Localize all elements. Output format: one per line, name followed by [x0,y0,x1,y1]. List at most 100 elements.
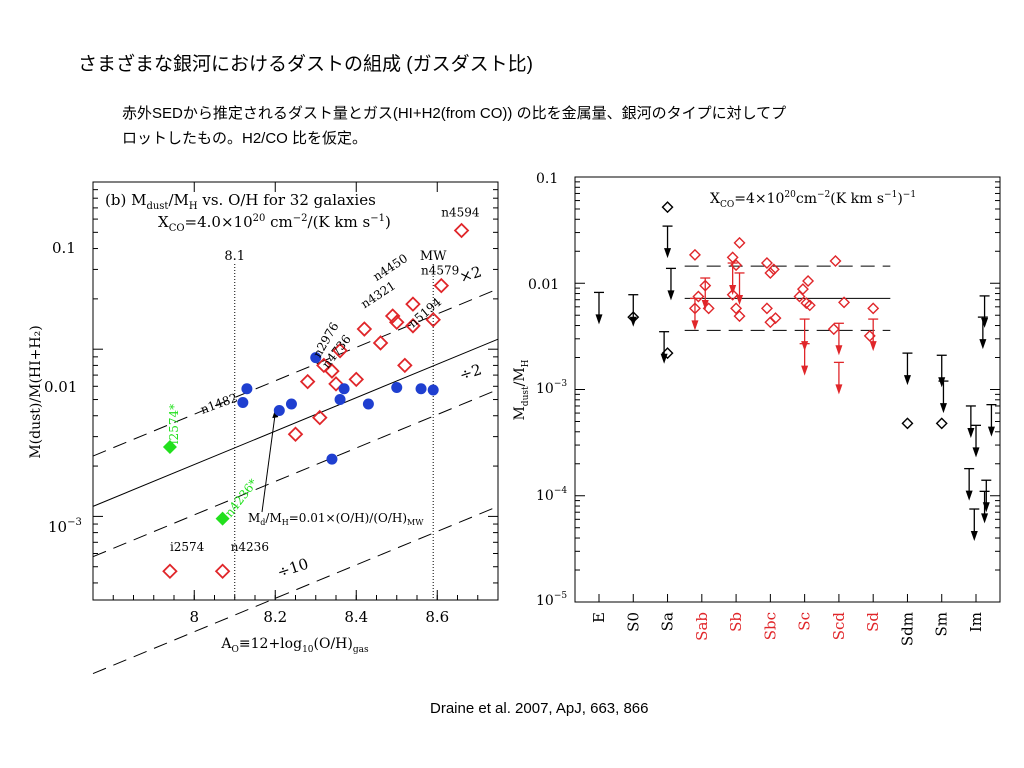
category-label: Im [967,612,985,632]
data-point-red-diamond [287,426,304,443]
upper-limit-arrowhead [903,375,911,386]
data-point-diamond [863,329,876,342]
data-point-diamond [803,299,816,312]
data-point-diamond [688,248,701,261]
data-point-red-diamond [316,357,332,374]
upper-limit-arrowhead [667,290,675,301]
data-point-diamond [838,296,851,309]
data-point-red-diamond [348,371,365,388]
data-point-blue-circle [273,404,285,416]
chart-subtitle: XCO=4.0×1020 cm−2/(K km s−1) [158,213,391,234]
data-point-diamond [702,302,715,315]
data-point-red-diamond [388,314,405,330]
upper-limit-arrowhead [701,300,709,311]
galaxy-label: n1482 [199,391,240,417]
data-point-diamond [802,275,815,287]
dust-to-gas-by-galaxy-type-chart: E S0 Sa Sab Sb Sbc Sc Scd Sd Sdm Sm Im XCO=4×1020cm… [512,171,1001,646]
y-tick-label-1e-3: 10−3 [48,517,82,536]
model-line-annotation: Md/MH=0.01×(O/H)/(O/H)MW [248,511,424,527]
data-point-diamond [730,259,743,272]
data-point-red-diamond [356,321,373,337]
data-point-diamond [661,347,674,360]
y-tick-label-0.01: 0.01 [528,277,559,293]
data-point-diamond [760,257,773,270]
data-point-red-diamond [324,363,340,379]
data-point-blue-circle [334,394,346,406]
galaxy-label: n4579 [421,263,459,277]
upper-limit-arrowhead [972,447,980,458]
data-point-red-diamond [372,335,389,351]
data-point-red-diamond [162,563,178,579]
upper-limit-arrowhead [595,314,603,325]
upper-limit-arrowhead [938,377,946,388]
citation: Draine et al. 2007, ApJ, 663, 866 [430,700,649,717]
upper-limit-arrowhead [981,317,989,328]
model-line-label: ×2 [457,263,484,287]
data-point-blue-circle [285,398,297,410]
upper-limit-arrowhead [869,341,877,352]
data-point-blue-circle [310,352,322,364]
x-tick-label: 8.4 [344,608,368,626]
x-tick-label: 8.2 [263,608,287,626]
upper-limit-arrowhead [979,339,987,350]
data-point-red-diamond [312,409,328,426]
description-line-1: 赤外SEDから推定されるダスト量とガス(HI+H2(from CO)) の比を金… [122,105,787,122]
data-point-diamond [796,283,809,296]
upper-limit-arrowhead [801,365,809,376]
upper-limit-arrowhead [939,403,947,414]
y-tick-label-0.1: 0.1 [52,239,76,257]
upper-limit-arrowhead [736,294,744,305]
data-point-diamond [769,312,782,325]
category-label: Sm [933,612,951,637]
data-point-blue-circle [338,383,350,395]
slide-title: さまざまな銀河におけるダストの組成 (ガスダスト比) [78,54,533,75]
category-label: Sa [659,612,677,631]
category-label: E [590,612,608,623]
data-point-blue-circle [326,453,338,465]
x-tick-label: 8.6 [425,608,449,626]
x-axis-label: AO≡12+log10(O/H)gas [220,636,369,655]
data-point-diamond [935,417,948,430]
data-point-diamond [692,290,705,303]
x-tick-label: 8 [189,608,199,626]
data-point-diamond [627,311,640,324]
data-point-blue-circle [427,384,439,396]
data-point-diamond [800,297,813,310]
data-point-red-diamond [405,296,421,312]
data-point-red-diamond [425,311,441,328]
galaxy-label: i2574 [170,540,205,554]
upper-limit-arrowhead [981,513,989,524]
y-axis-label: Mdust/MH [512,359,531,420]
chart-title: (b) Mdust/MH vs. O/H for 32 galaxies [105,191,376,212]
data-point-blue-circle [415,383,427,395]
data-point-red-diamond [453,222,470,239]
upper-limit-arrowhead [987,426,995,437]
y-axis-label: M(dust)/M(HI+H₂) [28,325,44,458]
upper-limit-arrowhead [835,345,843,356]
data-point-diamond [829,254,842,267]
data-point-blue-circle [391,382,403,394]
data-point-diamond [827,323,840,336]
y-tick-label-1e-5: 10−5 [536,591,567,609]
data-point-diamond [730,302,743,315]
data-point-blue-circle [237,396,249,408]
data-point-diamond [699,279,712,292]
chart-title: XCO=4×1020cm−2(K km s−1)−1 [710,190,916,210]
upper-limit-arrowhead [664,248,672,259]
category-label: Sb [727,612,745,632]
galaxy-label: n4594 [441,206,480,220]
data-point-red-diamond [433,277,450,294]
y-tick-label-1e-4: 10−4 [536,486,567,504]
data-point-diamond [760,302,773,315]
upper-limit-arrowhead [970,531,978,542]
galaxy-label: i2574* [167,404,181,444]
data-point-red-diamond [397,357,413,374]
data-point-red-diamond [384,308,401,324]
data-point-red-diamond [328,376,344,392]
upper-limit-arrowhead [967,427,975,438]
data-point-diamond [726,251,739,264]
category-label: Sab [693,612,711,641]
model-line-label: ÷10 [275,555,311,582]
data-point-blue-circle [362,398,374,410]
category-label: S0 [624,612,642,632]
